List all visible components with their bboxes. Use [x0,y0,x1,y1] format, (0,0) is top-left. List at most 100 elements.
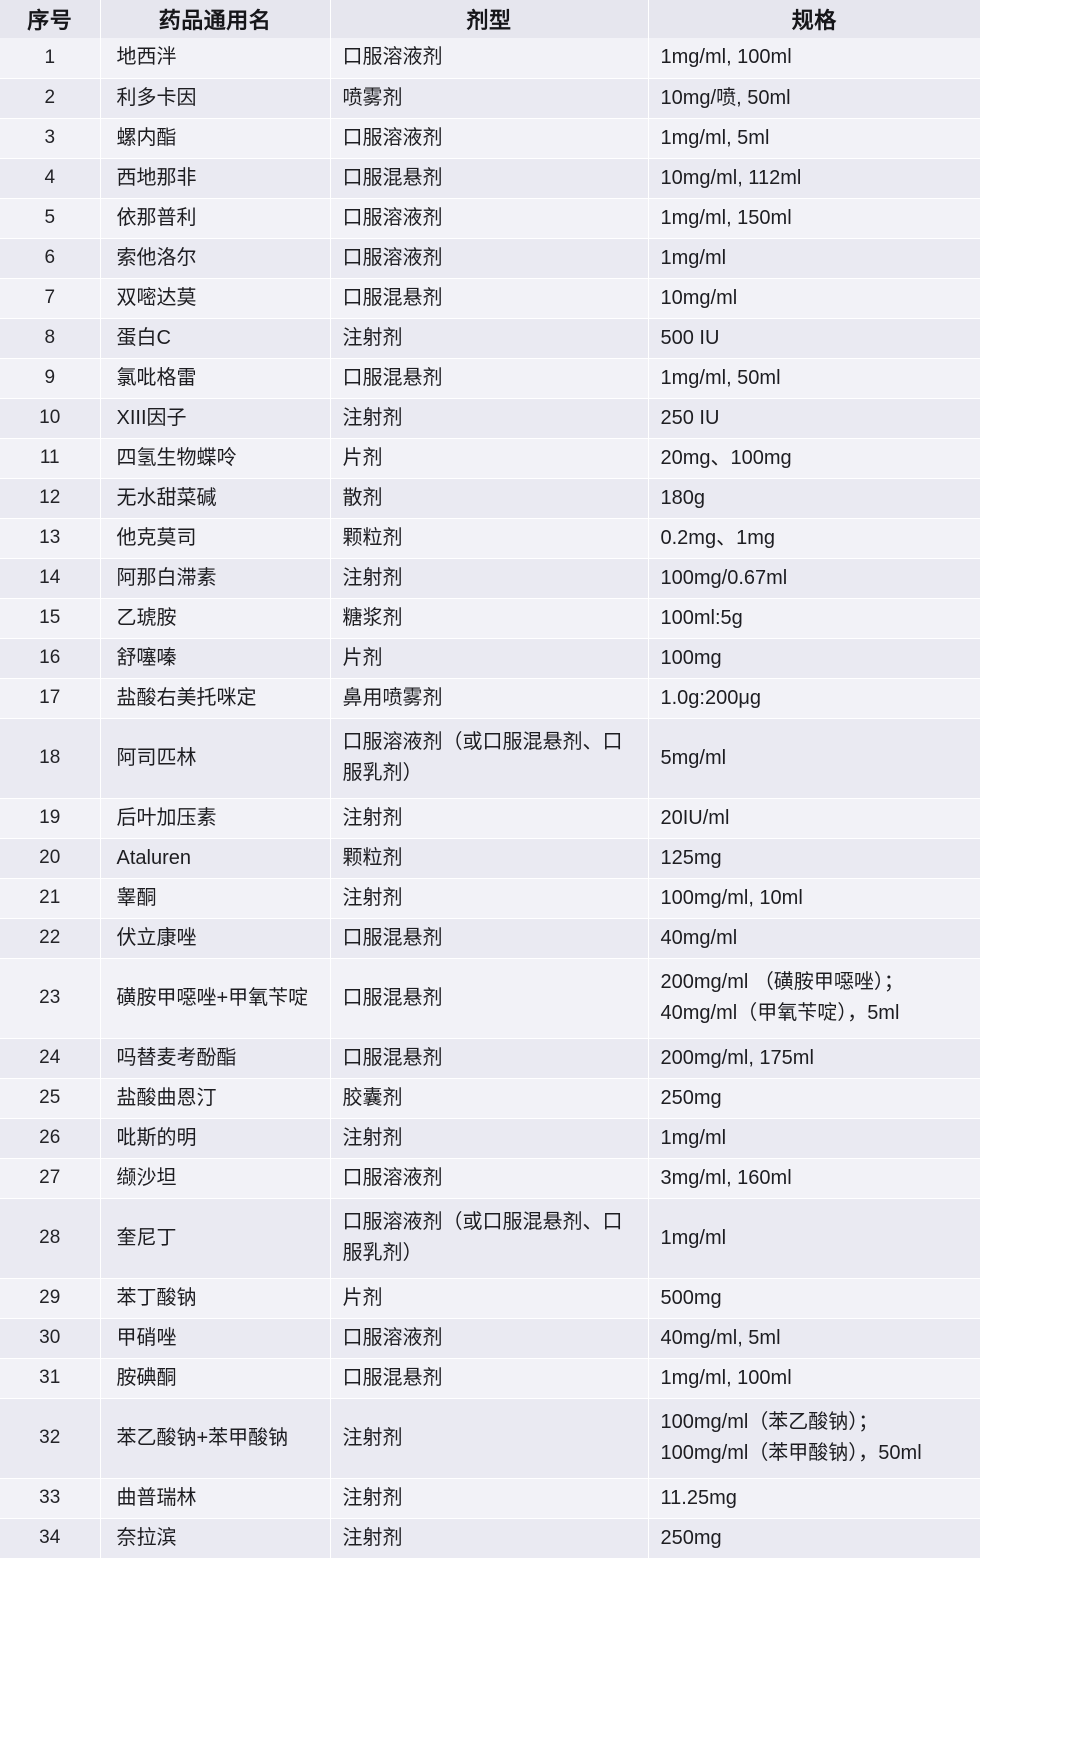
cell-dosage-form: 口服混悬剂 [330,1358,649,1399]
column-header-name: 药品通用名 [100,0,331,38]
cell-drug-name: 索他洛尔 [100,238,331,279]
table-row: 12 无水甜菜碱 散剂 180g [0,478,980,519]
cell-specification: 11.25mg [648,1478,980,1519]
cell-dosage-form: 颗粒剂 [330,518,649,559]
cell-dosage-form: 口服混悬剂 [330,918,649,959]
cell-dosage-form: 注射剂 [330,1398,649,1479]
table-row: 1 地西泮 口服溶液剂 1mg/ml, 100ml [0,38,980,79]
table-row: 20 Ataluren 颗粒剂 125mg [0,838,980,879]
cell-dosage-form: 注射剂 [330,1478,649,1519]
cell-drug-name: 曲普瑞林 [100,1478,331,1519]
cell-specification: 250mg [648,1518,980,1559]
cell-specification: 1mg/ml [648,1198,980,1279]
cell-dosage-form: 口服溶液剂 [330,1158,649,1199]
table-row: 2 利多卡因 喷雾剂 10mg/喷, 50ml [0,78,980,119]
cell-dosage-form: 口服混悬剂 [330,1038,649,1079]
cell-serial-number: 1 [0,38,101,79]
cell-dosage-form: 糖浆剂 [330,598,649,639]
cell-specification: 40mg/ml [648,918,980,959]
cell-drug-name: 胺碘酮 [100,1358,331,1399]
cell-serial-number: 27 [0,1158,101,1199]
cell-drug-name: 吗替麦考酚酯 [100,1038,331,1079]
cell-serial-number: 21 [0,878,101,919]
cell-drug-name: 舒噻嗪 [100,638,331,679]
cell-dosage-form: 注射剂 [330,878,649,919]
table-row: 24 吗替麦考酚酯 口服混悬剂 200mg/ml, 175ml [0,1038,980,1079]
cell-specification: 100mg/ml（苯乙酸钠）； 100mg/ml（苯甲酸钠），50ml [648,1398,980,1479]
cell-serial-number: 31 [0,1358,101,1399]
specification-line: 100mg/ml（苯乙酸钠）； [660,1411,879,1433]
cell-drug-name: 吡斯的明 [100,1118,331,1159]
cell-drug-name: 无水甜菜碱 [100,478,331,519]
cell-dosage-form: 口服溶液剂 [330,118,649,159]
cell-serial-number: 24 [0,1038,101,1079]
cell-specification: 0.2mg、1mg [648,518,980,559]
cell-serial-number: 8 [0,318,101,359]
cell-drug-name: 氯吡格雷 [100,358,331,399]
table-row: 11 四氢生物蝶呤 片剂 20mg、100mg [0,438,980,479]
cell-specification: 40mg/ml, 5ml [648,1318,980,1359]
cell-serial-number: 32 [0,1398,101,1479]
cell-dosage-form: 注射剂 [330,798,649,839]
table-header-row: 序号 药品通用名 剂型 规格 [0,0,980,38]
cell-serial-number: 7 [0,278,101,319]
table-row: 5 依那普利 口服溶液剂 1mg/ml, 150ml [0,198,980,239]
table-row: 19 后叶加压素 注射剂 20IU/ml [0,798,980,839]
table-row: 10 XIII因子 注射剂 250 IU [0,398,980,439]
cell-serial-number: 5 [0,198,101,239]
cell-serial-number: 17 [0,678,101,719]
cell-serial-number: 9 [0,358,101,399]
cell-drug-name: 利多卡因 [100,78,331,119]
cell-dosage-form: 胶囊剂 [330,1078,649,1119]
table-header: 序号 药品通用名 剂型 规格 [0,0,980,38]
cell-drug-name: 阿司匹林 [100,718,331,799]
cell-specification: 250mg [648,1078,980,1119]
cell-dosage-form: 口服溶液剂 [330,1318,649,1359]
cell-serial-number: 4 [0,158,101,199]
cell-dosage-form: 片剂 [330,1278,649,1319]
table-row: 6 索他洛尔 口服溶液剂 1mg/ml [0,238,980,279]
cell-dosage-form: 口服溶液剂（或口服混悬剂、口服乳剂） [330,718,649,799]
cell-drug-name: 苯乙酸钠+苯甲酸钠 [100,1398,331,1479]
cell-specification: 1mg/ml, 50ml [648,358,980,399]
cell-specification: 1.0g:200μg [648,678,980,719]
cell-drug-name: 蛋白C [100,318,331,359]
table-body: 1 地西泮 口服溶液剂 1mg/ml, 100ml 2 利多卡因 喷雾剂 10mg/喷, 50… [0,38,980,1559]
cell-drug-name: 甲硝唑 [100,1318,331,1359]
cell-drug-name: 盐酸曲恩汀 [100,1078,331,1119]
table-row: 18 阿司匹林 口服溶液剂（或口服混悬剂、口服乳剂） 5mg/ml [0,718,980,799]
table-row: 27 缬沙坦 口服溶液剂 3mg/ml, 160ml [0,1158,980,1199]
cell-serial-number: 28 [0,1198,101,1279]
cell-serial-number: 26 [0,1118,101,1159]
cell-drug-name: 盐酸右美托咪定 [100,678,331,719]
cell-dosage-form: 片剂 [330,638,649,679]
specification-line: 40mg/ml（甲氧苄啶），5ml [660,1002,900,1024]
cell-specification: 100mg/ml, 10ml [648,878,980,919]
cell-dosage-form: 颗粒剂 [330,838,649,879]
cell-specification: 20IU/ml [648,798,980,839]
cell-drug-name: 依那普利 [100,198,331,239]
cell-dosage-form: 口服溶液剂 [330,198,649,239]
table-row: 33 曲普瑞林 注射剂 11.25mg [0,1478,980,1519]
cell-serial-number: 34 [0,1518,101,1559]
cell-dosage-form: 注射剂 [330,558,649,599]
specification-line: 200mg/ml （磺胺甲噁唑）； [660,971,904,993]
cell-drug-name: 螺内酯 [100,118,331,159]
cell-specification: 1mg/ml [648,238,980,279]
cell-drug-name: 伏立康唑 [100,918,331,959]
table-row: 32 苯乙酸钠+苯甲酸钠 注射剂 100mg/ml（苯乙酸钠）； 100mg/ml（苯甲… [0,1398,980,1479]
cell-specification: 5mg/ml [648,718,980,799]
table-row: 17 盐酸右美托咪定 鼻用喷雾剂 1.0g:200μg [0,678,980,719]
table-row: 14 阿那白滞素 注射剂 100mg/0.67ml [0,558,980,599]
cell-drug-name: 乙琥胺 [100,598,331,639]
cell-drug-name: 奎尼丁 [100,1198,331,1279]
cell-drug-name: 奈拉滨 [100,1518,331,1559]
cell-specification: 500 IU [648,318,980,359]
cell-dosage-form: 注射剂 [330,1118,649,1159]
cell-serial-number: 14 [0,558,101,599]
cell-specification: 180g [648,478,980,519]
cell-serial-number: 29 [0,1278,101,1319]
table-row: 4 西地那非 口服混悬剂 10mg/ml, 112ml [0,158,980,199]
cell-specification: 100ml:5g [648,598,980,639]
cell-serial-number: 3 [0,118,101,159]
